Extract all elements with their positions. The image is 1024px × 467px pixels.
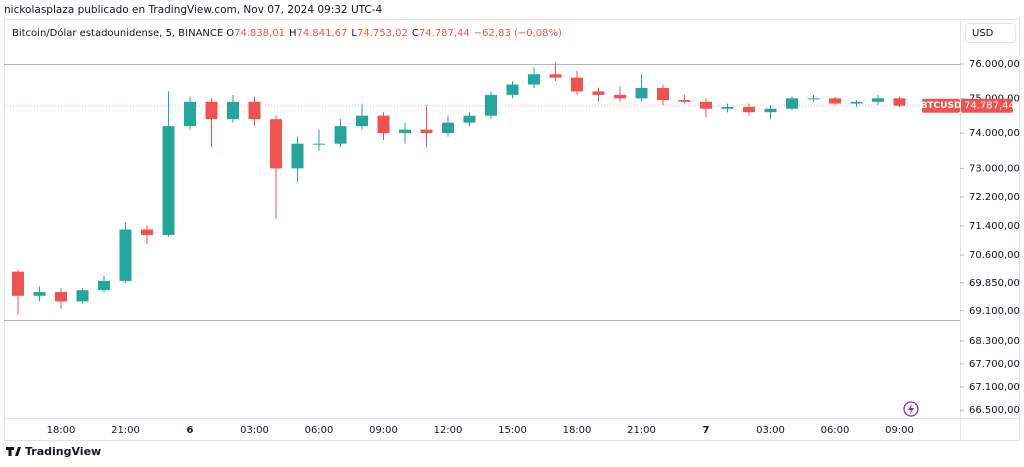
- legend-key: H: [289, 28, 297, 39]
- legend-key: C: [412, 28, 419, 39]
- y-tick-label: 72.200,00: [969, 192, 1020, 203]
- candle-body: [12, 271, 24, 296]
- candle-body: [872, 98, 884, 102]
- x-tick-label: 21:00: [111, 425, 140, 436]
- candle-body: [807, 98, 820, 100]
- candle-body: [549, 74, 562, 78]
- candle-body: [850, 101, 863, 104]
- candle-body: [635, 87, 648, 99]
- currency-box[interactable]: [965, 23, 1016, 43]
- candle-body: [313, 143, 325, 145]
- y-tick-label: 74.000,00: [969, 128, 1020, 139]
- currency[interactable]: USD: [972, 28, 994, 39]
- candle-body: [463, 115, 476, 123]
- x-tick-label: 09:00: [885, 425, 914, 436]
- candle-body: [356, 115, 368, 127]
- y-tick-label: 69.100,00: [969, 306, 1020, 317]
- candle-body: [291, 143, 304, 169]
- candle-body: [184, 101, 196, 127]
- x-tick-label: 18:00: [563, 425, 592, 436]
- alert-icon[interactable]: [903, 401, 919, 417]
- candle-body: [678, 100, 691, 102]
- y-tick-label: 73.000,00: [969, 163, 1020, 174]
- legend-value: 74.838,01: [234, 28, 285, 39]
- candle-body: [141, 229, 153, 235]
- x-tick-label: 03:00: [756, 425, 785, 436]
- candle-body: [227, 101, 239, 120]
- alert-bolt: [908, 404, 914, 414]
- y-tick-label: 68.300,00: [969, 336, 1020, 347]
- x-tick-label: 7: [703, 425, 710, 436]
- candle-body: [248, 101, 261, 120]
- legend: Bitcoin/Dólar estadounidense, 5, BINANCE…: [12, 27, 562, 39]
- candle-body: [334, 126, 347, 144]
- candle-body: [485, 94, 497, 116]
- candle-body: [55, 292, 67, 302]
- candle-body: [657, 87, 669, 101]
- candle-body: [614, 94, 626, 99]
- legend-value: 74.841,67: [297, 28, 348, 39]
- legend-key: O: [226, 28, 234, 39]
- candle-body: [33, 292, 46, 296]
- candle-body: [743, 106, 755, 113]
- candle-body: [764, 108, 777, 113]
- x-tick-label: 09:00: [369, 425, 398, 436]
- y-tick-label: 67.700,00: [969, 359, 1020, 370]
- y-tick-label: 76.000,00: [969, 59, 1020, 70]
- price-tag-label: 74.787,44: [964, 101, 1015, 112]
- legend-key: L: [351, 28, 357, 39]
- x-tick-label: 06:00: [305, 425, 334, 436]
- footer-brand: TradingView: [25, 445, 101, 458]
- candle-body: [506, 84, 519, 95]
- x-tick-label: 03:00: [240, 425, 269, 436]
- x-tick-label: 12:00: [434, 425, 463, 436]
- symbol-title: Bitcoin/Dólar estadounidense, 5, BINANCE: [12, 27, 223, 39]
- candle-body: [377, 115, 390, 134]
- header: nickolasplaza publicado en TradingView.c…: [4, 4, 383, 16]
- y-tick-label: 67.100,00: [969, 382, 1020, 393]
- legend-value: 74.787,44: [419, 28, 470, 39]
- symbol-tag: [922, 98, 960, 113]
- symbol-tag-label: BTCUSD: [921, 101, 962, 111]
- y-tick-label: 71.400,00: [969, 221, 1020, 232]
- frame: [4, 19, 1020, 441]
- legend-value: 74.753,02: [357, 28, 408, 39]
- candle-body: [162, 126, 175, 235]
- price-tag: [961, 98, 1013, 113]
- y-tick-label: 69.850,00: [969, 278, 1020, 289]
- x-tick-label: 21:00: [627, 425, 656, 436]
- candle-body: [528, 74, 540, 85]
- x-tick-label: 15:00: [498, 425, 527, 436]
- candle-body: [76, 290, 89, 302]
- candle-body: [829, 98, 841, 104]
- candle-body: [571, 77, 583, 92]
- candle-body: [270, 119, 282, 169]
- candle-body: [786, 98, 798, 109]
- candle-body: [205, 101, 218, 120]
- x-tick-label: 6: [187, 425, 194, 436]
- y-tick-label: 70.600,00: [969, 250, 1020, 261]
- legend-change: −62,83 (−0,08%): [474, 28, 562, 39]
- candle-body: [700, 101, 712, 109]
- candle-body: [98, 280, 110, 291]
- candle-body: [442, 122, 454, 134]
- candle-body: [399, 129, 411, 134]
- candle-body: [721, 106, 734, 109]
- logo: [6, 447, 21, 456]
- candle-body: [893, 98, 906, 106]
- y-tick-label: 66.500,00: [969, 405, 1020, 416]
- candle-body: [420, 129, 433, 134]
- candle-body: [119, 229, 132, 281]
- x-tick-label: 06:00: [821, 425, 850, 436]
- x-tick-label: 18:00: [47, 425, 76, 436]
- candle-body: [592, 91, 605, 95]
